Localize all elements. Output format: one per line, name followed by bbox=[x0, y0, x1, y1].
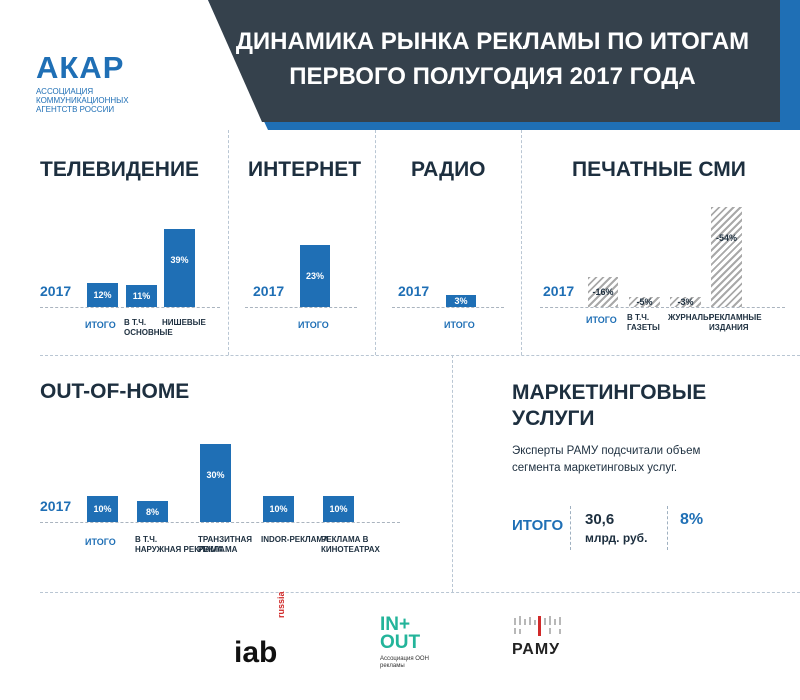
year-label-print: 2017 bbox=[543, 283, 575, 299]
bar-4-2 bbox=[200, 444, 231, 522]
divider-v3 bbox=[521, 130, 522, 355]
bar-0-1 bbox=[126, 285, 157, 307]
bar-value-4-0: 10% bbox=[93, 504, 112, 514]
year-label-radio: 2017 bbox=[398, 283, 430, 299]
bar-3-1 bbox=[629, 297, 660, 307]
bar-value-3-2: -3% bbox=[677, 297, 694, 307]
bar-value-4-3: 10% bbox=[269, 504, 288, 514]
print-title: ПЕЧАТНЫЕ СМИ bbox=[572, 158, 746, 181]
category-label-4-4: РЕКЛАМА В КИНОТЕАТРАХ bbox=[321, 535, 380, 554]
akar-logo: АКАР bbox=[36, 50, 125, 85]
bar-1-0 bbox=[300, 244, 330, 307]
divider-h2 bbox=[40, 592, 800, 593]
category-label-2-0: ИТОГО bbox=[444, 320, 475, 330]
year-label-internet: 2017 bbox=[253, 283, 285, 299]
bar-4-1 bbox=[137, 501, 168, 522]
header-background bbox=[208, 0, 800, 130]
divider-v4 bbox=[452, 355, 453, 592]
year-label-ooh: 2017 bbox=[40, 498, 72, 514]
bar-value-3-1: -5% bbox=[636, 297, 653, 307]
divider-v2 bbox=[375, 130, 376, 355]
category-label-4-1: В Т.Ч. НАРУЖНАЯ РЕКЛАМА bbox=[135, 535, 223, 554]
marketing-percent: 8% bbox=[680, 511, 704, 528]
page-title-line2: ПЕРВОГО ПОЛУГОДИЯ 2017 ГОДА bbox=[289, 63, 696, 90]
marketing-divider-right bbox=[667, 506, 668, 550]
marketing-value: 30,6 bbox=[585, 511, 615, 528]
inout-logo-sub: Ассоциация ООН рекламы bbox=[380, 656, 429, 669]
marketing-description: Эксперты РАМУ подсчитали объем сегмента … bbox=[512, 445, 701, 474]
internet-title: ИНТЕРНЕТ bbox=[248, 158, 362, 181]
divider-h1 bbox=[40, 355, 800, 356]
bar-value-0-2: 39% bbox=[170, 255, 189, 265]
marketing-divider-left bbox=[570, 506, 571, 550]
bar-value-0-0: 12% bbox=[93, 290, 112, 300]
category-label-3-2: ЖУРНАЛЫ bbox=[668, 313, 711, 322]
category-label-4-0: ИТОГО bbox=[85, 537, 116, 547]
bar-4-0 bbox=[87, 496, 118, 522]
bar-value-4-1: 8% bbox=[145, 506, 159, 517]
bar-3-0 bbox=[588, 277, 618, 307]
bar-value-4-4: 10% bbox=[329, 504, 348, 514]
bar-4-4 bbox=[323, 496, 354, 522]
axis-print bbox=[540, 307, 785, 308]
category-label-4-3: INDOR-РЕКЛАМА bbox=[261, 535, 329, 544]
category-label-0-2: НИШЕВЫЕ bbox=[162, 318, 206, 327]
inout-logo-text: IN+ OUT bbox=[380, 614, 421, 653]
category-label-3-3: РЕКЛАМНЫЕ ИЗДАНИЯ bbox=[709, 313, 762, 332]
bar-0-2 bbox=[164, 229, 195, 307]
bar-value-2-0: 3% bbox=[454, 296, 468, 306]
page-title: ДИНАМИКА РЫНКА РЕКЛАМЫ ПО ИТОГАМ ПЕРВОГО… bbox=[200, 24, 785, 94]
ramu-logo: РАМУ bbox=[512, 616, 570, 659]
marketing-unit: млрд. руб. bbox=[585, 531, 648, 545]
year-label-tv: 2017 bbox=[40, 283, 72, 299]
marketing-total-label: ИТОГО bbox=[512, 517, 564, 534]
page-title-line1: ДИНАМИКА РЫНКА РЕКЛАМЫ ПО ИТОГАМ bbox=[235, 28, 750, 55]
divider-v1 bbox=[228, 130, 229, 355]
bar-0-0 bbox=[87, 283, 118, 307]
ramu-logo-text: РАМУ bbox=[512, 641, 561, 658]
bar-value-1-0: 23% bbox=[305, 270, 324, 281]
akar-logo-subtitle: АССОЦИАЦИЯ КОММУНИКАЦИОННЫХ АГЕНТСТВ РОС… bbox=[36, 87, 129, 114]
axis-internet bbox=[245, 307, 357, 308]
category-label-4-2: ТРАНЗИТНАЯ РЕКЛАМА bbox=[198, 535, 253, 554]
tv-title: ТЕЛЕВИДЕНИЕ bbox=[40, 158, 200, 181]
radio-title: РАДИО bbox=[411, 158, 486, 181]
iab-russia-logo: iab russia bbox=[234, 591, 286, 670]
category-label-0-1: В Т.Ч. ОСНОВНЫЕ bbox=[124, 318, 173, 337]
bar-3-2 bbox=[670, 297, 701, 307]
bar-2-0 bbox=[446, 295, 476, 307]
bar-value-0-1: 11% bbox=[132, 291, 151, 301]
axis-ooh bbox=[40, 522, 400, 523]
iab-logo-sub: russia bbox=[276, 591, 286, 618]
bar-value-3-3: -54% bbox=[715, 233, 737, 244]
marketing-title: МАРКЕТИНГОВЫЕ УСЛУГИ bbox=[512, 381, 707, 430]
category-label-1-0: ИТОГО bbox=[298, 320, 329, 330]
ooh-title: OUT-OF-HOME bbox=[40, 380, 190, 403]
category-label-3-1: В Т.Ч. ГАЗЕТЫ bbox=[627, 313, 660, 332]
category-label-3-0: ИТОГО bbox=[586, 315, 617, 325]
axis-radio bbox=[392, 307, 504, 308]
axis-tv bbox=[40, 307, 220, 308]
bar-3-3 bbox=[711, 207, 742, 307]
ramu-logo-pattern bbox=[514, 616, 561, 636]
bar-value-3-0: -16% bbox=[592, 287, 614, 298]
bar-value-4-2: 30% bbox=[206, 470, 225, 480]
bar-4-3 bbox=[263, 496, 294, 522]
category-label-0-0: ИТОГО bbox=[85, 320, 116, 330]
iab-logo-text: iab bbox=[234, 636, 278, 669]
inout-logo: IN+ OUT Ассоциация ООН рекламы bbox=[380, 614, 440, 670]
